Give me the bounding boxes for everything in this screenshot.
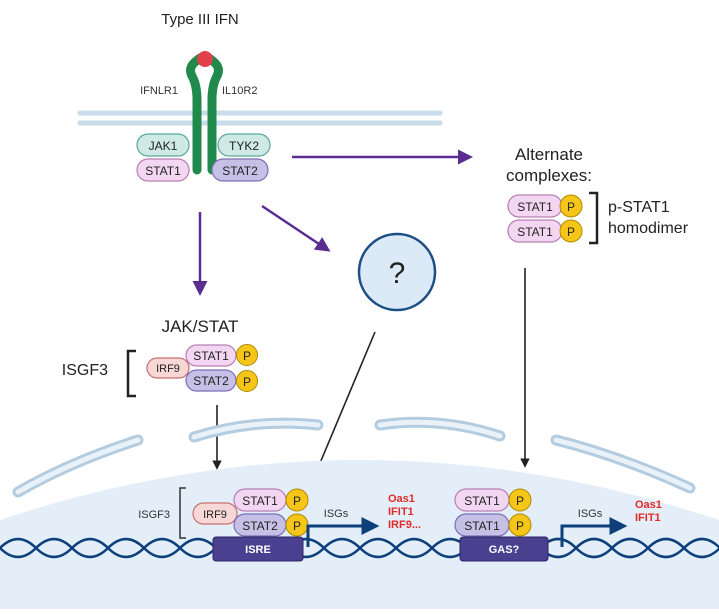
receptor-label-il10r2: IL10R2 [222,85,257,97]
dna-helix [0,537,719,559]
isgf3-phospho-top [236,344,258,366]
isgf3-irf9 [146,357,190,379]
jak1-label: JAK1 [149,139,178,153]
isgf3-bracket [126,349,136,398]
jak1-protein [136,133,190,157]
nuclear-right-phospho-bottom-label: P [516,519,524,533]
alt-label-line1: p-STAT1 [608,199,670,216]
left-isgs-label: ISGs [324,508,349,520]
arrow-to-unknown [261,204,331,252]
diagram-title: Type III IFN [161,11,239,28]
receptor-complex [186,51,223,175]
isgf3-stat2-label: STAT2 [193,374,229,388]
alternate-title-line1: Alternate [515,145,583,164]
plasma-membrane [77,110,443,126]
right-gene-oas1: Oas1 [635,499,662,511]
alt-phospho-bottom [559,219,583,243]
nuclear-irf9 [192,502,238,525]
isgf3-phospho-bottom-label: P [243,375,251,389]
isgf3-irf9-label: IRF9 [156,363,180,375]
right-gene-ifit1: IFIT1 [635,512,661,524]
nuclear-right-phospho-top [508,488,532,512]
alt-phospho-top-label: P [567,200,575,214]
alternate-title-line2: complexes: [506,166,592,185]
alt-phospho-bottom-label: P [567,225,575,239]
nuclear-irf9-label: IRF9 [203,509,227,521]
nuclear-isgf3-label: ISGF3 [138,509,170,521]
left-transcription-arrow [306,517,380,547]
nuclear-phospho-top-label: P [293,494,301,508]
nuclear-phospho-top [285,488,309,512]
right-transcription-arrow [560,517,628,547]
nuclear-right-stat1-bottom-label: STAT1 [464,519,500,533]
nuclear-right-stat1-top-label: STAT1 [464,494,500,508]
unknown-pathway-symbol: ? [389,257,406,290]
isgf3-stat2 [185,369,237,392]
receptor-stat1-label: STAT1 [145,164,181,178]
alt-phospho-top [559,194,583,218]
isgf3-stat1 [185,344,237,367]
isre-label: ISRE [245,544,271,556]
alt-stat1-bottom-label: STAT1 [517,225,553,239]
alt-stat1-top-label: STAT1 [517,200,553,214]
jakstat-label: JAK/STAT [162,317,239,336]
nucleus [0,460,719,609]
alt-bracket [589,191,599,245]
isgf3-stat1-label: STAT1 [193,349,229,363]
alt-label-line2: homodimer [608,220,689,237]
isre-element [212,536,304,562]
receptor-label-ifnlr1: IFNLR1 [140,85,178,97]
tyk2-protein [217,133,271,157]
left-gene-oas1: Oas1 [388,493,415,505]
isgf3-phospho-top-label: P [243,349,251,363]
nuclear-stat2-label: STAT2 [242,519,278,533]
receptor-stat2-label: STAT2 [222,164,258,178]
gas-label: GAS? [489,544,520,556]
right-isgs-label: ISGs [578,508,603,520]
arrow-unknown-to-nucleus [313,331,376,477]
isgf3-phospho-bottom [236,370,258,392]
gas-element [459,536,549,562]
tyk2-label: TYK2 [229,139,259,153]
nuclear-right-phospho-bottom [508,513,532,537]
nuclear-phospho-bottom-label: P [293,519,301,533]
nuclear-stat1-label: STAT1 [242,494,278,508]
nuclear-isgf3-bracket [179,487,186,539]
nuclear-right-phospho-top-label: P [516,494,524,508]
receptor-stat2 [211,158,269,182]
left-gene-ifit1: IFIT1 [388,506,414,518]
receptor-stat1 [136,158,190,182]
left-gene-irf9: IRF9... [388,519,421,531]
ifn-ligand [197,51,213,67]
unknown-pathway-circle [357,232,437,312]
isgf3-label: ISGF3 [62,362,108,379]
